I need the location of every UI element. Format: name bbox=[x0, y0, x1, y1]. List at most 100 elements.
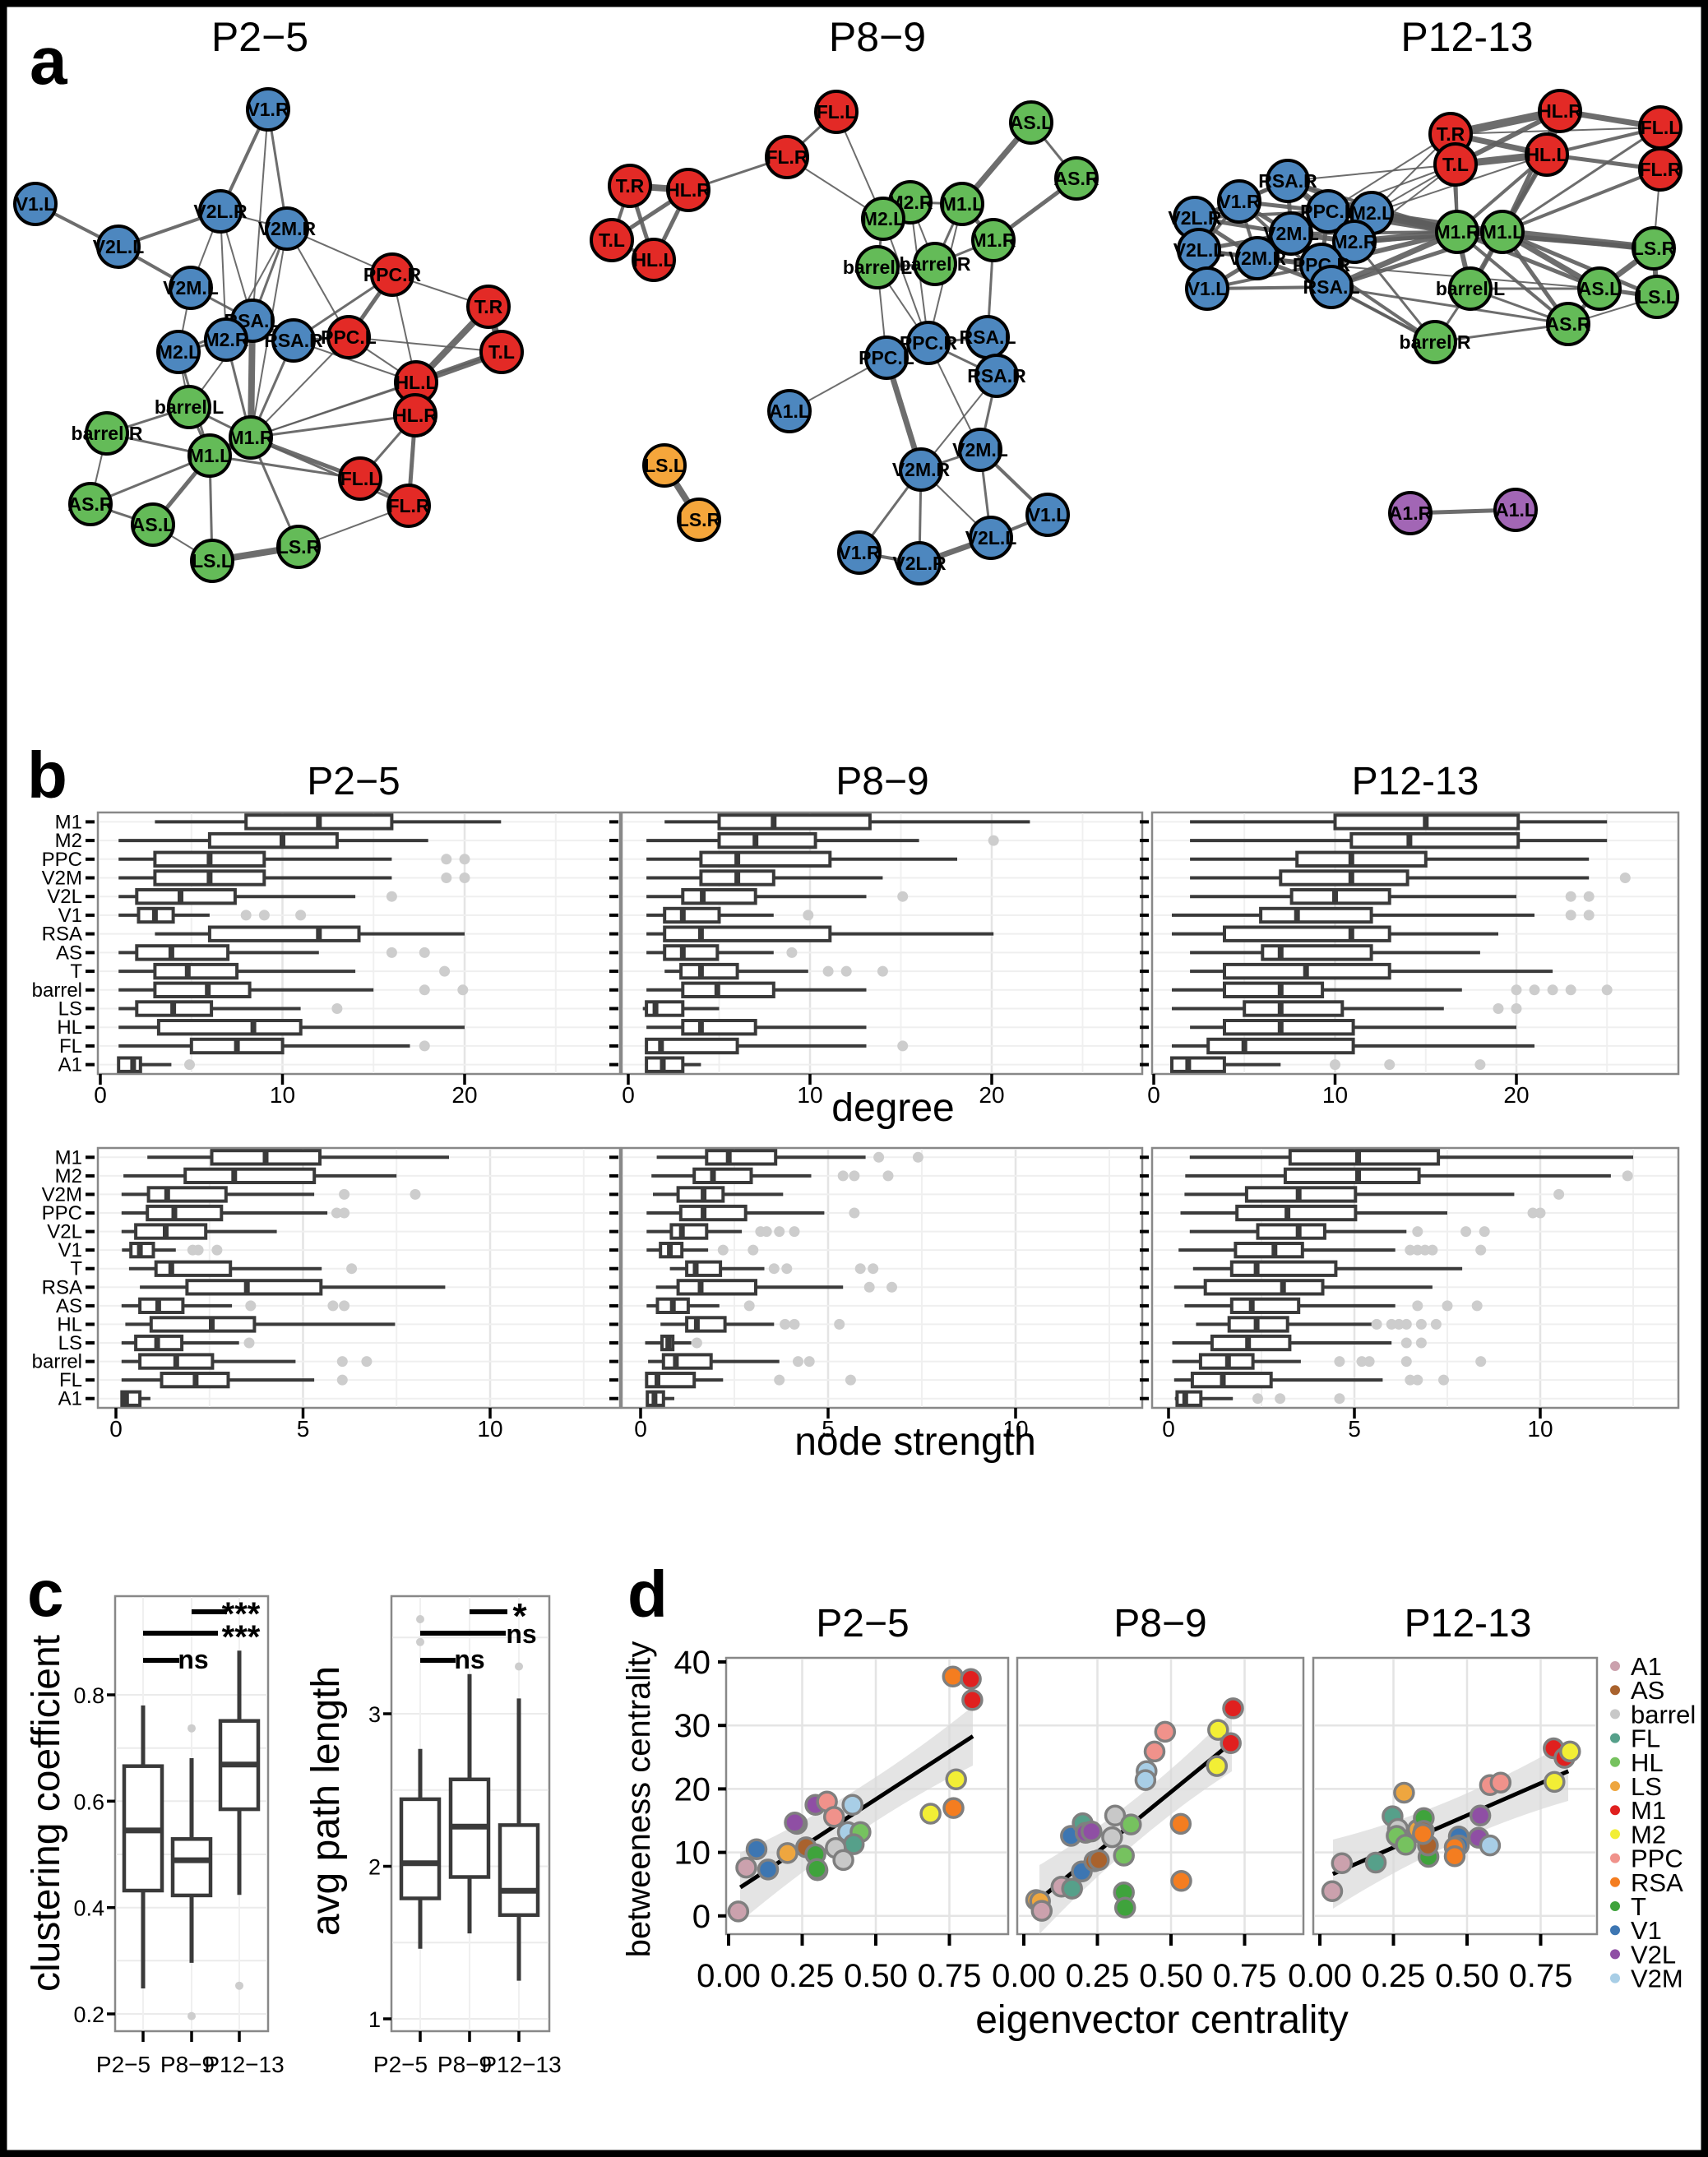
svg-text:ns: ns bbox=[178, 1645, 208, 1674]
svg-text:20: 20 bbox=[674, 1771, 711, 1808]
svg-text:FL.R: FL.R bbox=[1639, 159, 1681, 180]
svg-text:HL: HL bbox=[57, 1016, 82, 1039]
svg-text:RSA: RSA bbox=[42, 923, 82, 946]
svg-text:LS: LS bbox=[1631, 1772, 1662, 1801]
svg-text:V1.R: V1.R bbox=[247, 99, 289, 120]
svg-text:0.75: 0.75 bbox=[1509, 1958, 1573, 1994]
svg-text:T.L: T.L bbox=[488, 341, 515, 363]
svg-text:10: 10 bbox=[1002, 1416, 1028, 1442]
svg-text:10: 10 bbox=[797, 1082, 822, 1108]
svg-text:M2: M2 bbox=[55, 830, 82, 852]
svg-text:20: 20 bbox=[979, 1082, 1004, 1108]
svg-text:AS.L: AS.L bbox=[1578, 278, 1621, 299]
svg-text:P8−9: P8−9 bbox=[437, 2052, 492, 2077]
svg-text:V2M.L: V2M.L bbox=[1263, 223, 1319, 244]
svg-text:0.4: 0.4 bbox=[73, 1896, 104, 1921]
svg-text:b: b bbox=[27, 738, 67, 812]
svg-text:0.6: 0.6 bbox=[73, 1789, 104, 1814]
svg-text:M1.R: M1.R bbox=[1435, 221, 1480, 243]
svg-text:V1: V1 bbox=[58, 1239, 82, 1261]
svg-text:M1.L: M1.L bbox=[941, 193, 984, 215]
svg-text:V2L.L: V2L.L bbox=[93, 236, 145, 257]
svg-text:FL: FL bbox=[1631, 1724, 1660, 1753]
svg-text:FL.L: FL.L bbox=[817, 101, 857, 123]
svg-text:RSA.L: RSA.L bbox=[960, 326, 1016, 348]
svg-text:barrel: barrel bbox=[32, 1351, 82, 1373]
svg-text:P2−5: P2−5 bbox=[211, 14, 308, 60]
svg-text:0.25: 0.25 bbox=[771, 1958, 835, 1994]
svg-text:barrel.R: barrel.R bbox=[1400, 331, 1471, 353]
svg-text:LS.R: LS.R bbox=[1632, 238, 1676, 259]
svg-text:0: 0 bbox=[634, 1416, 647, 1442]
svg-text:0.00: 0.00 bbox=[1288, 1958, 1352, 1994]
svg-text:FL.L: FL.L bbox=[1641, 117, 1681, 138]
svg-text:T.L: T.L bbox=[1442, 154, 1469, 175]
svg-text:barrel.L: barrel.L bbox=[1436, 278, 1505, 299]
svg-text:40: 40 bbox=[674, 1645, 711, 1681]
svg-text:5: 5 bbox=[297, 1416, 310, 1442]
svg-text:M1.R: M1.R bbox=[971, 229, 1016, 251]
svg-text:0.25: 0.25 bbox=[1066, 1958, 1130, 1994]
svg-text:V1: V1 bbox=[58, 905, 82, 927]
svg-text:RSA: RSA bbox=[42, 1276, 82, 1298]
svg-text:T: T bbox=[1631, 1892, 1646, 1921]
svg-text:M1.L: M1.L bbox=[1481, 221, 1524, 243]
svg-text:AS: AS bbox=[1631, 1676, 1664, 1705]
svg-text:PPC.L: PPC.L bbox=[1300, 201, 1356, 222]
svg-text:RSA.L: RSA.L bbox=[1303, 276, 1360, 298]
svg-text:c: c bbox=[27, 1557, 64, 1630]
svg-text:V2L.L: V2L.L bbox=[965, 527, 1017, 549]
svg-text:V2L.R: V2L.R bbox=[193, 201, 248, 222]
svg-text:20: 20 bbox=[1503, 1082, 1529, 1108]
svg-text:FL.R: FL.R bbox=[766, 146, 808, 168]
svg-text:P8−9: P8−9 bbox=[1113, 1602, 1206, 1646]
svg-text:ns: ns bbox=[454, 1645, 484, 1674]
svg-text:HL.R: HL.R bbox=[666, 179, 711, 201]
svg-text:M2.L: M2.L bbox=[862, 208, 905, 229]
svg-text:barrel.L: barrel.L bbox=[155, 396, 224, 418]
svg-text:V2M.R: V2M.R bbox=[892, 459, 951, 480]
svg-text:FL.L: FL.L bbox=[340, 468, 381, 489]
svg-text:HL.L: HL.L bbox=[395, 372, 437, 393]
svg-text:RSA.R: RSA.R bbox=[264, 330, 323, 351]
svg-text:0.75: 0.75 bbox=[1213, 1958, 1277, 1994]
svg-text:M2.R: M2.R bbox=[204, 329, 249, 350]
svg-text:V2M: V2M bbox=[42, 1183, 82, 1206]
svg-text:FL: FL bbox=[59, 1369, 82, 1391]
svg-text:RSA: RSA bbox=[1631, 1868, 1683, 1897]
svg-text:AS.R: AS.R bbox=[68, 493, 113, 515]
svg-text:M1: M1 bbox=[55, 811, 82, 833]
svg-text:0.50: 0.50 bbox=[1139, 1958, 1203, 1994]
svg-text:LS.L: LS.L bbox=[644, 455, 685, 476]
svg-text:AS.L: AS.L bbox=[132, 514, 174, 535]
svg-text:V2L.R: V2L.R bbox=[1168, 207, 1222, 229]
svg-text:***: *** bbox=[222, 1619, 261, 1655]
svg-text:barrel: barrel bbox=[1631, 1700, 1696, 1729]
svg-text:V2L.R: V2L.R bbox=[892, 553, 947, 574]
svg-text:AS.R: AS.R bbox=[1546, 313, 1591, 335]
svg-text:P12-13: P12-13 bbox=[1400, 14, 1533, 60]
svg-text:M2: M2 bbox=[55, 1165, 82, 1187]
svg-text:5: 5 bbox=[1348, 1416, 1361, 1442]
svg-text:10: 10 bbox=[270, 1082, 295, 1108]
svg-text:A1: A1 bbox=[1631, 1652, 1662, 1681]
svg-text:clustering coefficient: clustering coefficient bbox=[25, 1635, 68, 1992]
svg-text:1: 1 bbox=[368, 2007, 381, 2032]
svg-text:M2: M2 bbox=[1631, 1820, 1666, 1849]
svg-text:10: 10 bbox=[1527, 1416, 1553, 1442]
svg-text:barrel.R: barrel.R bbox=[900, 253, 971, 275]
svg-text:HL.L: HL.L bbox=[1525, 144, 1567, 165]
svg-text:V2L.L: V2L.L bbox=[1173, 239, 1225, 261]
svg-text:30: 30 bbox=[674, 1708, 711, 1744]
svg-text:PPC.R: PPC.R bbox=[363, 264, 422, 285]
svg-text:LS.R: LS.R bbox=[277, 536, 321, 558]
svg-text:M2.R: M2.R bbox=[1332, 231, 1377, 252]
svg-text:20: 20 bbox=[451, 1082, 477, 1108]
svg-text:0: 0 bbox=[1147, 1082, 1160, 1108]
svg-text:M1: M1 bbox=[1631, 1796, 1666, 1825]
svg-text:avg path length: avg path length bbox=[304, 1666, 348, 1936]
svg-text:FL.R: FL.R bbox=[387, 495, 429, 516]
svg-text:V2M: V2M bbox=[1631, 1965, 1683, 1993]
svg-text:LS: LS bbox=[58, 1332, 82, 1354]
svg-text:3: 3 bbox=[368, 1702, 381, 1727]
